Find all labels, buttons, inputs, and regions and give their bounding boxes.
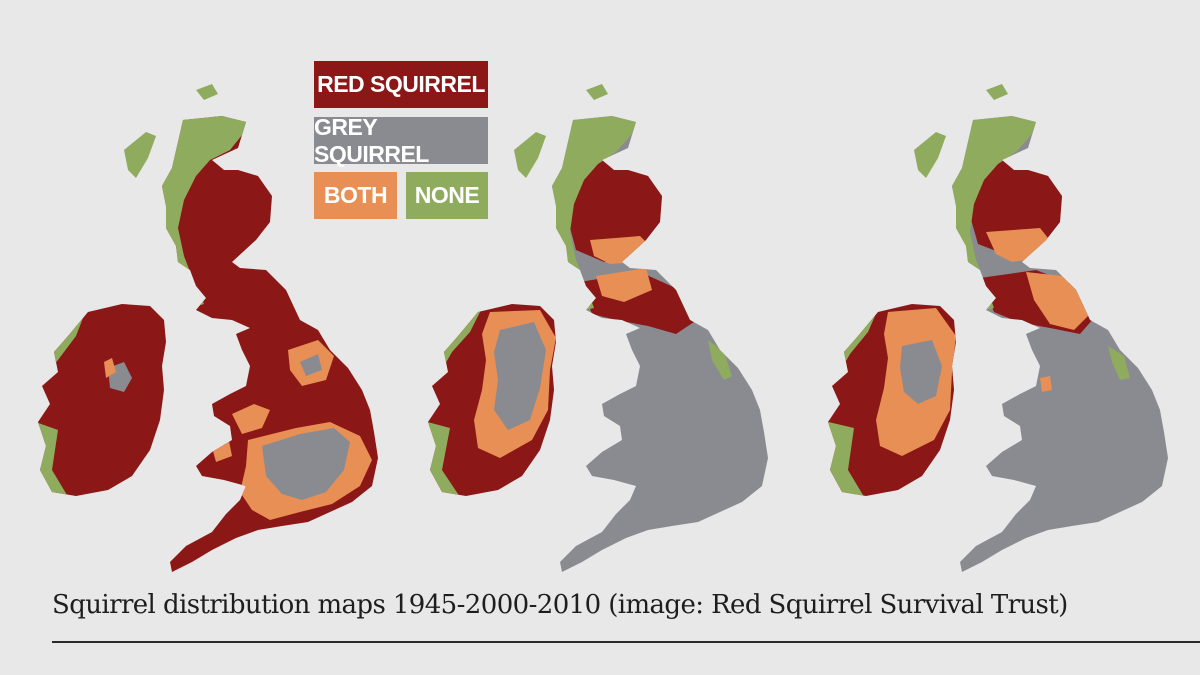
legend-both: BOTH bbox=[314, 172, 397, 219]
distribution-maps bbox=[38, 84, 1168, 572]
great-britain-2000 bbox=[552, 116, 768, 572]
ireland-2000 bbox=[428, 304, 556, 496]
caption-divider bbox=[52, 641, 1200, 643]
legend-red-label: RED SQUIRREL bbox=[317, 71, 485, 97]
hebrides-islands-2000 bbox=[514, 132, 546, 178]
legend-none-label: NONE bbox=[414, 182, 480, 208]
map-2000 bbox=[428, 84, 768, 572]
orkney-islands-1945 bbox=[196, 84, 218, 100]
ireland-1945 bbox=[38, 304, 166, 496]
hebrides-islands-1945 bbox=[124, 132, 156, 178]
orkney-islands-2000 bbox=[586, 84, 608, 100]
legend-grey-label: GREY SQUIRREL bbox=[314, 113, 429, 167]
legend-none: NONE bbox=[406, 172, 488, 219]
map-2010 bbox=[828, 84, 1168, 572]
ireland-2010 bbox=[828, 304, 956, 496]
legend-both-label: BOTH bbox=[323, 182, 388, 208]
image-caption: Squirrel distribution maps 1945-2000-201… bbox=[52, 590, 1068, 620]
hebrides-islands-2010 bbox=[914, 132, 946, 178]
legend-red-squirrel: RED SQUIRREL bbox=[314, 61, 488, 108]
great-britain-2010 bbox=[952, 116, 1168, 572]
orkney-islands-2010 bbox=[986, 84, 1008, 100]
legend-grey-squirrel: GREY SQUIRREL bbox=[314, 114, 488, 167]
